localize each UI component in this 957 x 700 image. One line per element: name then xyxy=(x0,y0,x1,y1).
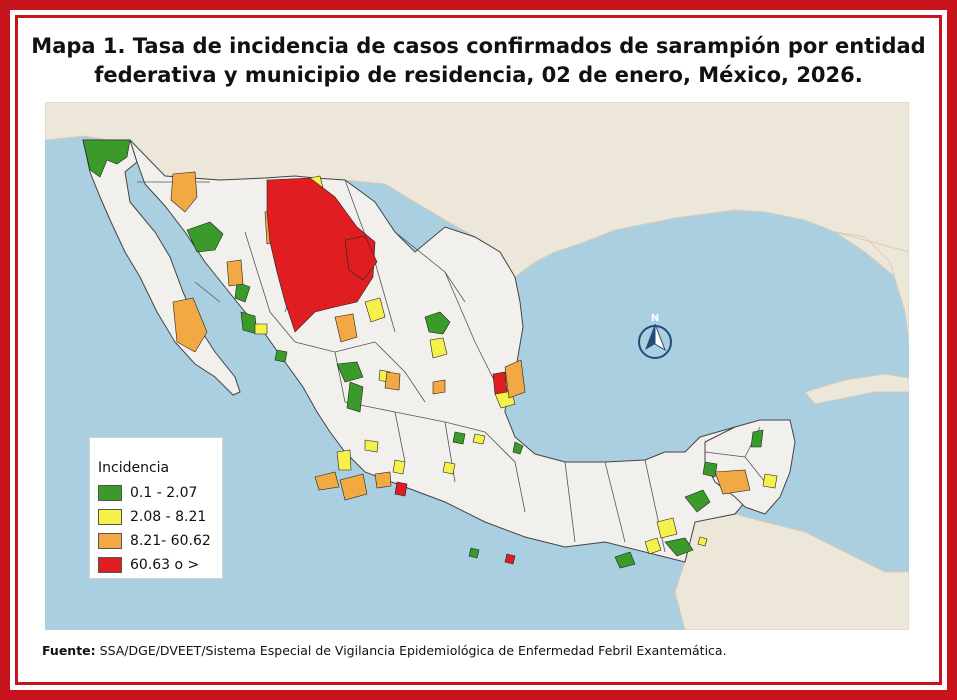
legend-swatch xyxy=(98,484,122,501)
legend-swatch xyxy=(98,556,122,573)
legend-item: 8.21- 60.62 xyxy=(98,531,211,550)
cuba-land xyxy=(804,373,909,405)
legend-item: 60.63 o > xyxy=(98,555,199,574)
legend-item: 0.1 - 2.07 xyxy=(98,483,197,502)
legend-swatch xyxy=(98,508,122,525)
north-label: N xyxy=(651,313,659,324)
legend-label: 8.21- 60.62 xyxy=(130,532,211,549)
map-title: Mapa 1. Tasa de incidencia de casos conf… xyxy=(31,34,926,87)
legend-box: Incidencia 0.1 - 2.07 2.08 - 8.21 8.21- … xyxy=(89,437,223,579)
source-label: Fuente: xyxy=(42,643,96,658)
incidence-red-regions xyxy=(266,177,516,565)
florida-land xyxy=(834,231,909,343)
source-note: Fuente: SSA/DGE/DVEET/Sistema Especial d… xyxy=(42,643,727,658)
legend-swatch xyxy=(98,532,122,549)
legend-title: Incidencia xyxy=(98,460,170,476)
source-text: SSA/DGE/DVEET/Sistema Especial de Vigila… xyxy=(99,643,727,658)
inner-frame xyxy=(15,15,942,685)
central-america-land xyxy=(674,513,909,630)
north-arrow-icon: N xyxy=(638,313,672,359)
legend-label: 0.1 - 2.07 xyxy=(130,484,198,501)
legend-item: 2.08 - 8.21 xyxy=(98,507,206,526)
map-svg: N xyxy=(45,102,909,630)
legend-label: 2.08 - 8.21 xyxy=(130,508,207,525)
incidence-green-regions xyxy=(82,139,764,569)
legend-label: 60.63 o > xyxy=(130,556,200,573)
